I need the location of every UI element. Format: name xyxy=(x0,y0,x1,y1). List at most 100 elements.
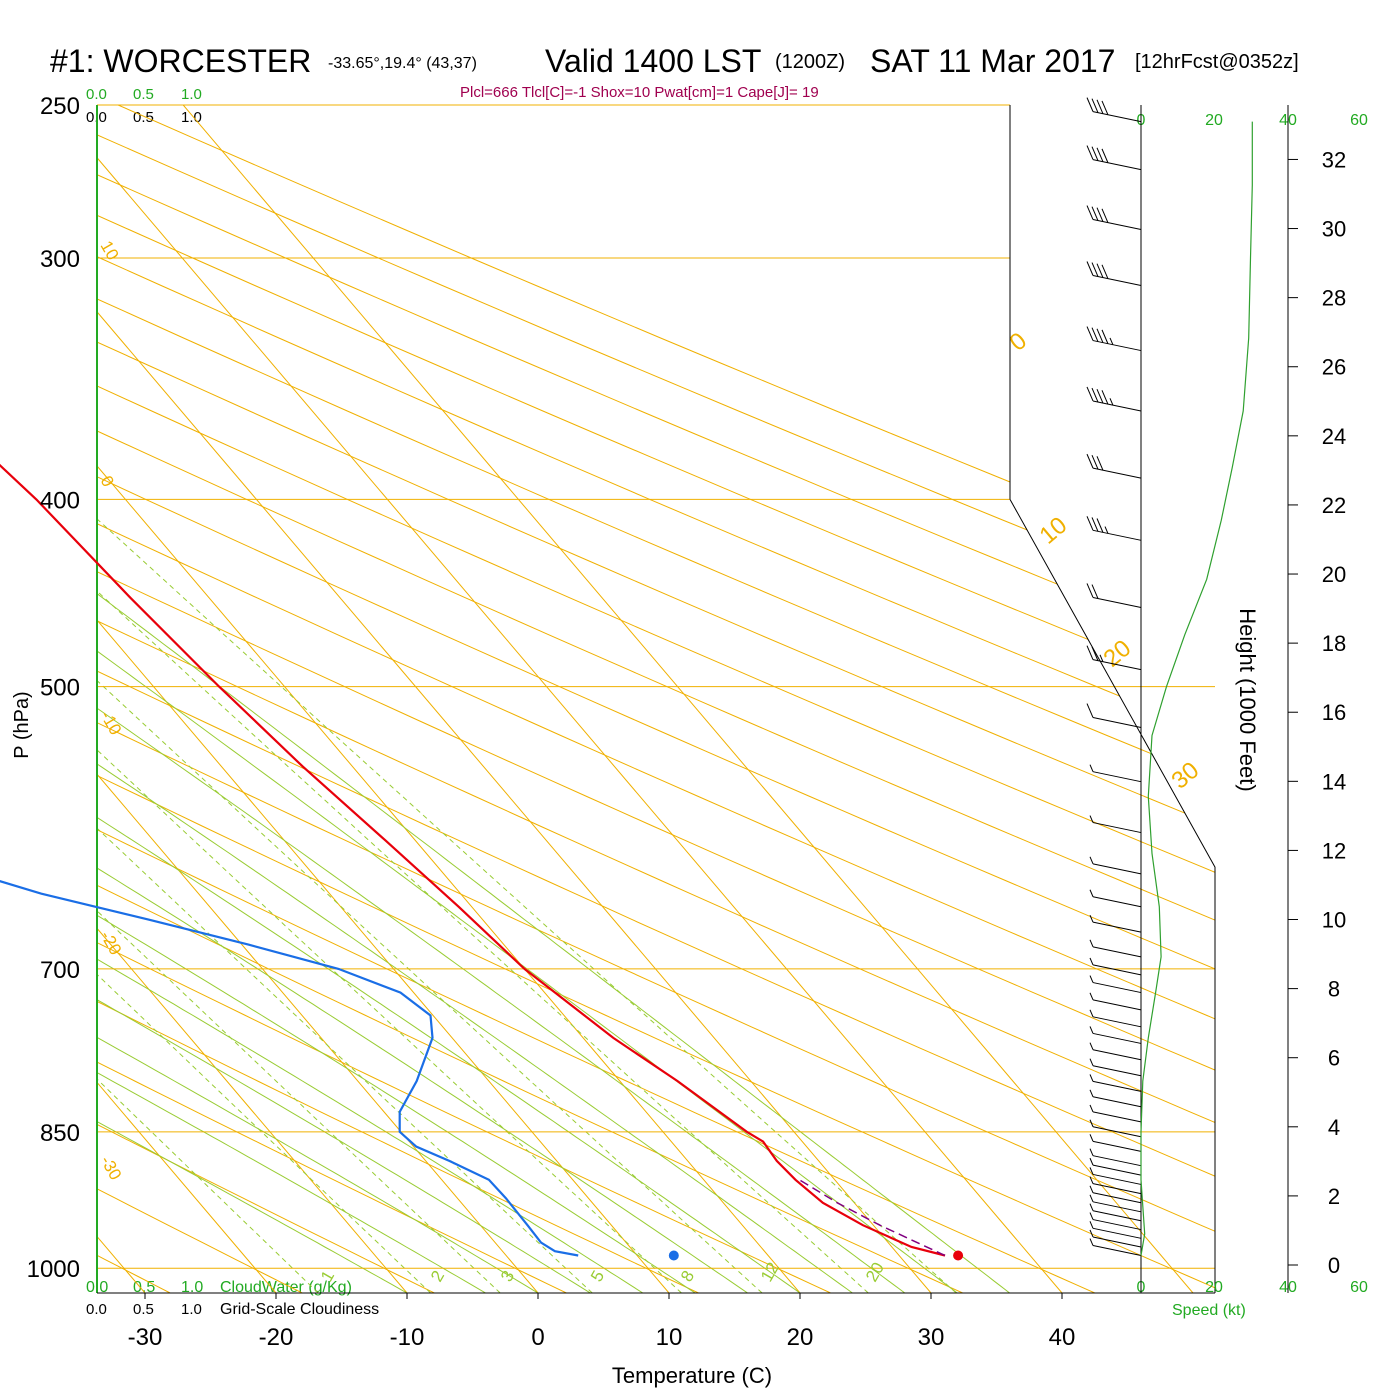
moist-adiabat xyxy=(97,105,906,1293)
height-tick-label: 22 xyxy=(1322,493,1346,518)
height-axis-title: Height (1000 Feet) xyxy=(1235,608,1260,791)
isotherm-line xyxy=(97,105,1063,1293)
moist-adiabat xyxy=(97,105,801,1293)
wind-barb-staff xyxy=(1092,946,1142,958)
speed-axis-title: Speed (kt) xyxy=(1172,1302,1246,1319)
dry-adiabat xyxy=(97,105,831,1293)
cloudiness-tick: 0.0 xyxy=(86,1301,107,1318)
speed-tick-top: 40 xyxy=(1279,112,1297,129)
wind-barb-staff xyxy=(1092,1049,1142,1061)
wind-barb-flag xyxy=(1096,456,1104,471)
wind-barb-half xyxy=(1089,1042,1094,1050)
dry-adiabat xyxy=(97,105,1215,1293)
wind-barb-staff xyxy=(1092,717,1142,729)
height-tick-label: 32 xyxy=(1322,147,1346,172)
wind-barb-staff xyxy=(1092,863,1142,875)
wind-barb-staff xyxy=(1092,1032,1142,1044)
pressure-tick-label: 850 xyxy=(40,1120,80,1147)
dry-adiabat xyxy=(97,105,1215,1293)
wind-barb-flag xyxy=(1086,326,1094,341)
moist-adiabat xyxy=(97,105,696,1293)
wind-barb-flag xyxy=(1096,99,1104,115)
temperature-tick-label: 20 xyxy=(787,1324,814,1351)
wind-barb-flag xyxy=(1096,147,1104,162)
dry-adiabat xyxy=(97,105,699,1293)
cloudwater-tick: 1.0 xyxy=(181,86,202,103)
chart-title-utc: (1200Z) xyxy=(775,51,845,73)
dry-adiabat-label: 0 xyxy=(97,473,118,491)
wind-barb-half xyxy=(1089,1221,1094,1229)
clipped-grid xyxy=(97,105,1215,1293)
wind-barb-staff xyxy=(1092,822,1142,834)
moist-adiabat xyxy=(97,105,748,1293)
mixing-ratio-line xyxy=(97,499,431,1293)
cloud-scale-bottom: 0.0 0.5 1.0 CloudWater (g/Kg) 0.0 0.5 1.… xyxy=(86,1279,379,1318)
moist-adiabat xyxy=(97,105,486,1293)
cloudiness-tick: 1.0 xyxy=(181,109,202,126)
wind-barb-half xyxy=(1089,1167,1094,1175)
wind-barb-staff xyxy=(1092,659,1142,671)
height-tick-label: 20 xyxy=(1322,562,1346,587)
isotherm-line xyxy=(97,105,801,1293)
temperature-tick-label: -20 xyxy=(259,1324,294,1351)
wind-barb-half xyxy=(1089,1194,1094,1203)
isotherm-line xyxy=(97,105,539,1293)
wind-barb-staff xyxy=(1092,1192,1142,1204)
wind-barb-flag xyxy=(1086,645,1094,660)
temperature-line xyxy=(0,463,946,1257)
mixing-ratio-label: 3 xyxy=(497,1267,518,1285)
wind-barb-half xyxy=(1089,957,1094,966)
dry-adiabat xyxy=(117,105,1215,1293)
wind-barb-half xyxy=(1089,1009,1094,1018)
cloudiness-label: Grid-Scale Cloudiness xyxy=(220,1301,379,1318)
wind-barb-flag xyxy=(1091,517,1099,532)
wind-barb-half xyxy=(1089,1185,1094,1193)
wind-barb-staff xyxy=(1092,1096,1142,1108)
wind-barb-staff xyxy=(1092,1245,1142,1257)
dry-adiabat xyxy=(97,105,1215,1293)
wind-barb-half xyxy=(1089,1203,1094,1211)
wind-barb-staff xyxy=(1092,1155,1142,1167)
wind-barb-staff xyxy=(1092,111,1142,123)
dry-adiabat xyxy=(97,105,1215,1293)
wind-barb-half xyxy=(1104,526,1109,534)
temperature-tick-label: 0 xyxy=(531,1324,544,1351)
chart-title-date: SAT 11 Mar 2017 xyxy=(870,43,1115,79)
wind-barb-flag xyxy=(1101,100,1109,116)
axis-ticks: 1 2 3 5 8 12 20100-10-20-300102030250300400500… xyxy=(27,93,1368,1351)
dry-adiabat xyxy=(97,105,963,1293)
cloudwater-tick: 0.5 xyxy=(133,1279,155,1296)
height-tick-label: 12 xyxy=(1322,838,1346,863)
wind-barb-half xyxy=(1089,1089,1094,1097)
surface-temperature-point xyxy=(953,1250,964,1261)
isotherm-line xyxy=(97,105,670,1293)
chart-title-station: #1: WORCESTER xyxy=(50,43,311,79)
isotherm-line xyxy=(97,105,408,1293)
parcel-line xyxy=(799,1179,946,1257)
isotherm-line xyxy=(97,105,277,1293)
chart-title-valid: Valid 1400 LST xyxy=(545,43,761,79)
wind-barb-staff xyxy=(1092,1016,1142,1028)
y-axis-title: P (hPa) xyxy=(11,691,33,758)
height-tick-label: 14 xyxy=(1322,769,1346,794)
wind-speed-line xyxy=(1140,121,1253,1256)
wind-barb-half xyxy=(1089,1074,1094,1082)
wind-barb-staff xyxy=(1092,400,1142,412)
wind-barb-flag xyxy=(1086,516,1094,531)
surface-dewpoint-point xyxy=(668,1250,679,1261)
height-tick-label: 16 xyxy=(1322,700,1346,725)
dry-adiabat-label: 10 xyxy=(97,238,123,264)
pressure-tick-label: 700 xyxy=(40,957,80,984)
mixing-ratio-label: 12 xyxy=(757,1259,783,1285)
wind-barb-half xyxy=(1089,939,1094,948)
wind-barb-flag xyxy=(1091,584,1099,599)
dry-adiabat xyxy=(97,105,1215,1293)
height-tick-label: 2 xyxy=(1328,1184,1340,1209)
wind-barb-flag xyxy=(1096,263,1104,278)
wind-barb-half xyxy=(1089,1058,1094,1066)
dry-adiabat xyxy=(97,105,1215,1293)
moist-adiabat xyxy=(97,105,408,1293)
wind-barb-flag xyxy=(1096,388,1104,404)
speed-tick-top: 60 xyxy=(1350,112,1368,129)
